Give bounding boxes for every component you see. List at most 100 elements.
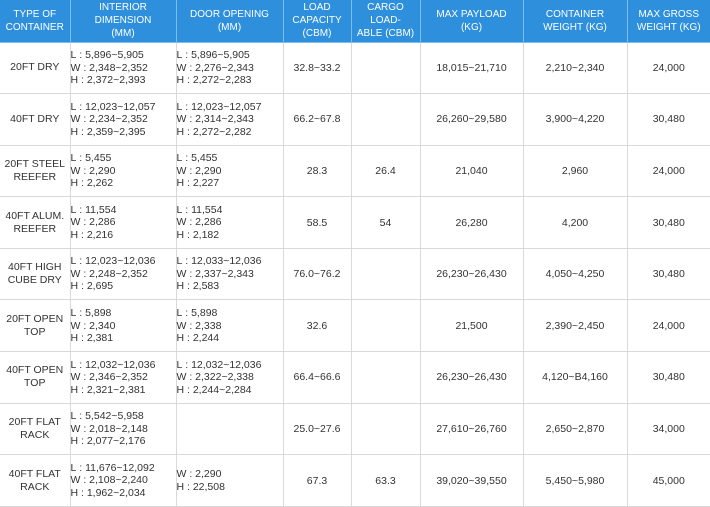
dimension-line: W : 2,290 bbox=[70, 164, 116, 177]
dimension-line: L : 5,898 bbox=[70, 307, 112, 320]
interior-dimension-cell: L : 12,023~12,057 W : 2,234~2,352 H : 2,35… bbox=[70, 93, 177, 146]
container-type-cell: 40FT ALUM. REEFER bbox=[0, 196, 71, 249]
cargo-loadable-cell bbox=[351, 42, 421, 95]
dimension-line: W : 2,234~2,352 bbox=[70, 113, 148, 126]
door-opening-cell: L : 12,033~12,036 W : 2,337~2,343 H : 2,58… bbox=[176, 248, 284, 301]
dimension-line: W : 2,290 bbox=[176, 164, 222, 177]
table-row: 40FT OPEN TOP L : 12,032~12,036 W : 2,346~2… bbox=[0, 351, 710, 404]
max-gross-weight-cell: 30,480 bbox=[627, 196, 710, 249]
dimension-line: H : 2,244 bbox=[176, 332, 220, 345]
container-weight-cell: 4,200 bbox=[523, 196, 628, 249]
door-opening-cell: L : 12,023~12,057 W : 2,314~2,343 H : 2,27… bbox=[176, 93, 284, 146]
dimension-line: H : 2,077~2,176 bbox=[70, 435, 146, 448]
load-capacity-cell: 66.4~66.6 bbox=[283, 351, 352, 404]
max-gross-weight-cell: 24,000 bbox=[627, 42, 710, 95]
dimension-line: W : 2,337~2,343 bbox=[176, 267, 254, 280]
load-capacity-cell: 66.2~67.8 bbox=[283, 93, 352, 146]
max-payload-cell: 26,280 bbox=[420, 196, 524, 249]
dimension-line: H : 2,182 bbox=[176, 228, 220, 241]
dimension-line: L : 5,898 bbox=[176, 307, 218, 320]
cargo-loadable-cell bbox=[351, 403, 421, 456]
dimension-line: L : 12,032~12,036 bbox=[70, 358, 156, 371]
table-row: 20FT FLAT RACK L : 5,542~5,958 W : 2,018~2,… bbox=[0, 403, 710, 456]
dimension-line: L : 12,023~12,057 bbox=[176, 100, 262, 113]
dimension-line: L : 5,896~5,905 bbox=[176, 49, 250, 62]
max-payload-cell: 26,260~29,580 bbox=[420, 93, 524, 146]
dimension-line: W : 2,286 bbox=[176, 216, 222, 229]
interior-dimension-cell: L : 11,676~12,092 W : 2,108~2,240 H : 1,96… bbox=[70, 454, 177, 507]
load-capacity-cell: 76.0~76.2 bbox=[283, 248, 352, 301]
container-weight-cell: 5,450~5,980 bbox=[523, 454, 628, 507]
dimension-line: L : 12,023~12,036 bbox=[70, 255, 156, 268]
container-type-cell: 40FT OPEN TOP bbox=[0, 351, 71, 404]
header-door-opening: DOOR OPENING (MM) bbox=[176, 0, 284, 43]
table-row: 20FT STEEL REEFER L : 5,455 W : 2,290 H : 2,… bbox=[0, 145, 710, 198]
door-opening-cell bbox=[176, 403, 284, 456]
max-gross-weight-cell: 30,480 bbox=[627, 93, 710, 146]
dimension-line: W : 2,290 bbox=[176, 468, 222, 481]
header-row: TYPE OF CONTAINER INTERIOR DIMENSION (MM) … bbox=[0, 0, 710, 43]
dimension-line: W : 2,346~2,352 bbox=[70, 371, 148, 384]
dimension-line: H : 2,695 bbox=[70, 280, 114, 293]
max-gross-weight-cell: 45,000 bbox=[627, 454, 710, 507]
interior-dimension-cell: L : 5,542~5,958 W : 2,018~2,148 H : 2,077~… bbox=[70, 403, 177, 456]
container-type-cell: 40FT HIGH CUBE DRY bbox=[0, 248, 71, 301]
max-gross-weight-cell: 30,480 bbox=[627, 351, 710, 404]
load-capacity-cell: 28.3 bbox=[283, 145, 352, 198]
max-payload-cell: 18,015~21,710 bbox=[420, 42, 524, 95]
max-gross-weight-cell: 34,000 bbox=[627, 403, 710, 456]
container-weight-cell: 2,390~2,450 bbox=[523, 299, 628, 353]
dimension-line: H : 2,372~2,393 bbox=[70, 74, 146, 87]
container-type-cell: 20FT FLAT RACK bbox=[0, 403, 71, 456]
header-max-gross-weight: MAX GROSS WEIGHT (KG) bbox=[627, 0, 710, 43]
table-row: 40FT HIGH CUBE DRY L : 12,023~12,036 W : 2,… bbox=[0, 248, 710, 301]
container-weight-cell: 4,120~B4,160 bbox=[523, 351, 628, 404]
header-interior-dimension: INTERIOR DIMENSION (MM) bbox=[70, 0, 177, 43]
max-payload-cell: 21,040 bbox=[420, 145, 524, 198]
load-capacity-cell: 32.6 bbox=[283, 299, 352, 353]
dimension-line: W : 2,108~2,240 bbox=[70, 474, 148, 487]
load-capacity-cell: 67.3 bbox=[283, 454, 352, 507]
max-gross-weight-cell: 30,480 bbox=[627, 248, 710, 301]
dimension-line: L : 5,455 bbox=[70, 152, 112, 165]
door-opening-cell: W : 2,290 H : 22,508 bbox=[176, 454, 284, 507]
container-weight-cell: 3,900~4,220 bbox=[523, 93, 628, 146]
table-row: 40FT FLAT RACK L : 11,676~12,092 W : 2,108~… bbox=[0, 454, 710, 507]
dimension-line: W : 2,286 bbox=[70, 216, 116, 229]
container-type-cell: 20FT OPEN TOP bbox=[0, 299, 71, 353]
interior-dimension-cell: L : 12,032~12,036 W : 2,346~2,352 H : 2,32… bbox=[70, 351, 177, 404]
dimension-line: L : 11,554 bbox=[70, 203, 117, 216]
door-opening-cell: L : 5,896~5,905 W : 2,276~2,343 H : 2,272~… bbox=[176, 42, 284, 95]
max-payload-cell: 27,610~26,760 bbox=[420, 403, 524, 456]
dimension-line: H : 2,272~2,283 bbox=[176, 74, 252, 87]
container-type-cell: 20FT STEEL REEFER bbox=[0, 145, 71, 198]
door-opening-cell: L : 12,032~12,036 W : 2,322~2,338 H : 2,24… bbox=[176, 351, 284, 404]
container-weight-cell: 2,650~2,870 bbox=[523, 403, 628, 456]
dimension-line: W : 2,248~2,352 bbox=[70, 267, 148, 280]
table-row: 20FT OPEN TOP L : 5,898 W : 2,340 H : 2,381 L… bbox=[0, 299, 710, 353]
dimension-line: L : 11,676~12,092 bbox=[70, 461, 155, 474]
load-capacity-cell: 32.8~33.2 bbox=[283, 42, 352, 95]
dimension-line: W : 2,348~2,352 bbox=[70, 61, 148, 74]
table-row: 40FT DRY L : 12,023~12,057 W : 2,234~2,352… bbox=[0, 93, 710, 146]
dimension-line: H : 2,583 bbox=[176, 280, 220, 293]
container-weight-cell: 2,960 bbox=[523, 145, 628, 198]
container-type-cell: 40FT DRY bbox=[0, 93, 71, 146]
table-row: 40FT ALUM. REEFER L : 11,554 W : 2,286 H : 2… bbox=[0, 196, 710, 249]
max-payload-cell: 26,230~26,430 bbox=[420, 248, 524, 301]
dimension-line: L : 5,896~5,905 bbox=[70, 49, 144, 62]
cargo-loadable-cell: 26.4 bbox=[351, 145, 421, 198]
header-container-weight: CONTAINER WEIGHT (KG) bbox=[523, 0, 628, 43]
cargo-loadable-cell bbox=[351, 93, 421, 146]
dimension-line: L : 5,542~5,958 bbox=[70, 410, 144, 423]
cargo-loadable-cell bbox=[351, 248, 421, 301]
container-type-cell: 40FT FLAT RACK bbox=[0, 454, 71, 507]
dimension-line: W : 2,322~2,338 bbox=[176, 371, 254, 384]
header-load-capacity: LOAD CAPACITY (CBM) bbox=[283, 0, 352, 43]
dimension-line: L : 11,554 bbox=[176, 203, 223, 216]
dimension-line: H : 22,508 bbox=[176, 480, 225, 493]
interior-dimension-cell: L : 11,554 W : 2,286 H : 2,216 bbox=[70, 196, 177, 249]
max-payload-cell: 39,020~39,550 bbox=[420, 454, 524, 507]
container-weight-cell: 4,050~4,250 bbox=[523, 248, 628, 301]
dimension-line: L : 12,023~12,057 bbox=[70, 100, 156, 113]
